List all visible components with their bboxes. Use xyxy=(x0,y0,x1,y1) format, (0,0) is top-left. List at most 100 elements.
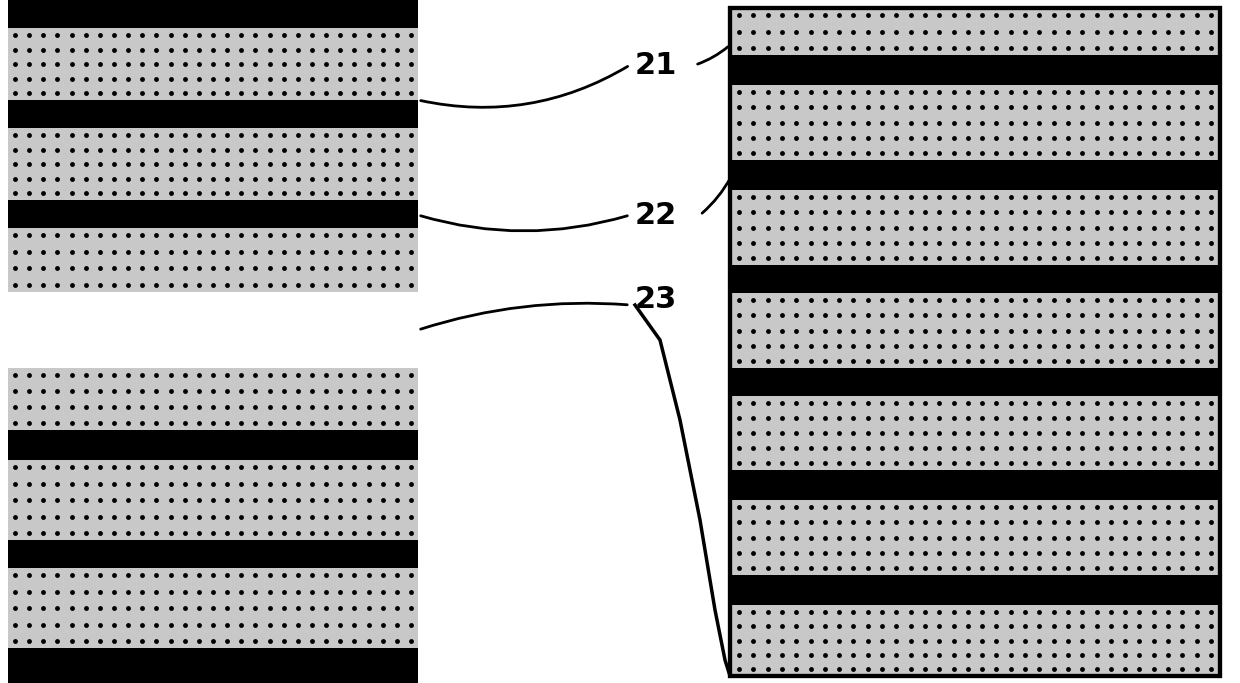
Point xyxy=(1044,650,1064,660)
Point xyxy=(944,148,963,158)
Point xyxy=(358,385,378,396)
Point xyxy=(175,158,195,169)
Point xyxy=(274,586,294,597)
Point xyxy=(330,263,350,274)
Point xyxy=(758,607,777,617)
Point xyxy=(801,532,821,543)
Point xyxy=(1115,607,1135,617)
Point xyxy=(1001,398,1021,408)
Point xyxy=(972,207,992,218)
Point xyxy=(303,263,322,274)
Point xyxy=(1187,458,1207,469)
Point xyxy=(1130,325,1149,336)
Point xyxy=(1187,207,1207,218)
Point xyxy=(217,44,237,55)
Point xyxy=(758,356,777,367)
Point xyxy=(188,158,208,169)
Point xyxy=(1202,458,1221,469)
Point xyxy=(1086,547,1106,558)
Point xyxy=(345,494,365,505)
Point xyxy=(20,158,40,169)
Point xyxy=(915,102,935,113)
Point xyxy=(232,144,252,155)
Point xyxy=(915,621,935,632)
Point xyxy=(1058,443,1078,454)
Point xyxy=(773,458,792,469)
Point xyxy=(900,102,920,113)
Point xyxy=(1001,133,1021,143)
Point xyxy=(118,586,138,597)
Point xyxy=(900,443,920,454)
Point xyxy=(729,222,749,233)
Point xyxy=(316,29,336,40)
Point xyxy=(1143,547,1163,558)
Point xyxy=(900,458,920,469)
Point xyxy=(915,635,935,646)
Point xyxy=(915,356,935,367)
Point xyxy=(887,413,906,423)
Point xyxy=(118,44,138,55)
Point xyxy=(858,517,878,528)
Point xyxy=(900,532,920,543)
Point xyxy=(872,133,892,143)
Point xyxy=(972,356,992,367)
Point xyxy=(1130,443,1149,454)
Point xyxy=(161,263,181,274)
Point xyxy=(729,10,749,20)
Point xyxy=(1173,191,1193,202)
Point xyxy=(1101,532,1121,543)
Point xyxy=(915,133,935,143)
Point xyxy=(1086,443,1106,454)
Point xyxy=(203,417,223,428)
Point xyxy=(900,237,920,248)
Point xyxy=(232,188,252,199)
Point xyxy=(944,398,963,408)
Point xyxy=(188,586,208,597)
Point xyxy=(373,527,393,538)
Point xyxy=(1115,547,1135,558)
Point xyxy=(188,370,208,380)
Point xyxy=(858,133,878,143)
Point xyxy=(316,188,336,199)
Point xyxy=(1029,237,1049,248)
Point xyxy=(773,413,792,423)
Point xyxy=(843,253,863,264)
Point xyxy=(915,294,935,305)
Point xyxy=(1001,237,1021,248)
Point xyxy=(773,340,792,351)
Point xyxy=(758,340,777,351)
Point xyxy=(133,130,153,141)
Point xyxy=(20,87,40,98)
Point xyxy=(987,398,1007,408)
Point xyxy=(786,664,806,675)
Point xyxy=(1130,563,1149,574)
Point xyxy=(274,29,294,40)
Point xyxy=(1173,42,1193,53)
Point xyxy=(91,246,110,257)
Point xyxy=(758,253,777,264)
Point xyxy=(858,310,878,321)
Point xyxy=(786,563,806,574)
Point xyxy=(1029,310,1049,321)
Point xyxy=(1202,607,1221,617)
Point xyxy=(1173,117,1193,128)
Point xyxy=(288,130,308,141)
Point xyxy=(133,188,153,199)
Point xyxy=(944,207,963,218)
Point xyxy=(146,279,166,290)
Point xyxy=(929,443,949,454)
Point xyxy=(345,586,365,597)
Point xyxy=(1029,133,1049,143)
Point xyxy=(944,102,963,113)
Point xyxy=(944,133,963,143)
Point xyxy=(744,222,764,233)
Point xyxy=(259,586,279,597)
Point xyxy=(274,511,294,522)
Point xyxy=(1173,310,1193,321)
Point xyxy=(1187,547,1207,558)
Point xyxy=(91,570,110,581)
Point xyxy=(1058,87,1078,98)
Point xyxy=(786,621,806,632)
Point xyxy=(104,173,124,184)
Point xyxy=(1058,117,1078,128)
